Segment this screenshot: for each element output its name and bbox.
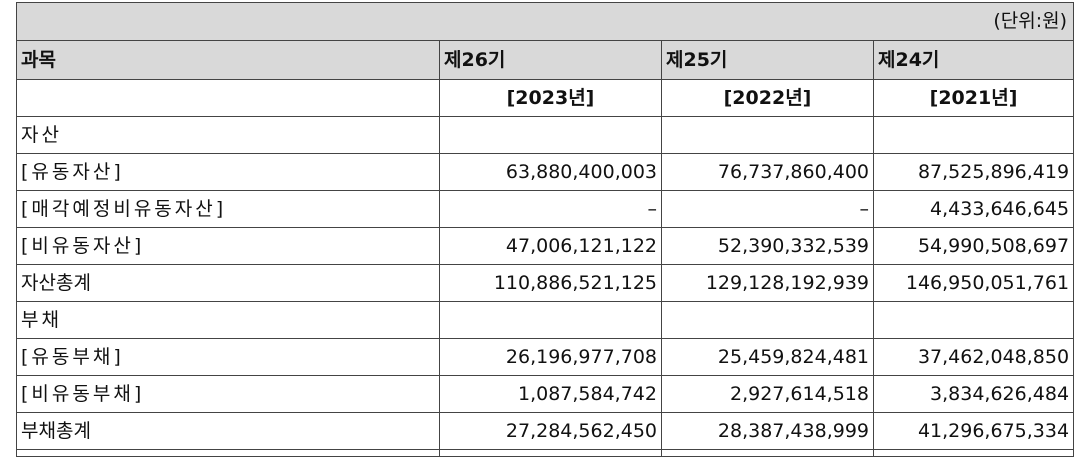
table-row: 자산 <box>16 116 1075 154</box>
table-row: 자산총계 110,886,521,125 129,128,192,939 146… <box>16 264 1075 302</box>
row-value-2023: 26,196,977,708 <box>439 338 662 376</box>
row-value-2022 <box>661 116 874 154</box>
row-value-2022: 129,128,192,939 <box>661 264 874 302</box>
row-label: [비유동자산] <box>16 227 440 265</box>
row-value-2021: 4,433,646,645 <box>872 190 1075 228</box>
year-row: [2023년] [2022년] [2021년] <box>16 79 1075 117</box>
row-value-2023: 110,886,521,125 <box>439 264 662 302</box>
header-period-24: 제24기 <box>872 40 1075 80</box>
row-value-2023 <box>439 116 662 154</box>
table-row: [비유동자산] 47,006,121,122 52,390,332,539 54… <box>16 227 1075 265</box>
row-value-2023: 63,880,400,003 <box>439 153 662 191</box>
row-value-2022: 25,459,824,481 <box>661 338 874 376</box>
row-value-2021: 3,834,626,484 <box>872 375 1075 413</box>
row-value-2021 <box>872 301 1075 339</box>
row-label: 부채 <box>16 301 440 339</box>
row-value-2022: 2,927,614,518 <box>661 375 874 413</box>
row-value-2023: – <box>439 190 662 228</box>
row-value-2022: 28,387,438,999 <box>661 412 874 450</box>
header-item: 과목 <box>16 40 440 80</box>
row-value-2021: 41,296,675,334 <box>872 412 1075 450</box>
row-value-2023: 1,087,584,742 <box>439 375 662 413</box>
row-value-2022: – <box>661 190 874 228</box>
cut-off-cell <box>872 449 1075 457</box>
row-label: [매각예정비유동자산] <box>16 190 440 228</box>
row-value-2023 <box>439 301 662 339</box>
row-label: [유동부채] <box>16 338 440 376</box>
cut-off-cell <box>16 449 440 457</box>
row-value-2021: 146,950,051,761 <box>872 264 1075 302</box>
table-row: [매각예정비유동자산] – – 4,433,646,645 <box>16 190 1075 228</box>
table-row: [유동부채] 26,196,977,708 25,459,824,481 37,… <box>16 338 1075 376</box>
year-2023: [2023년] <box>439 79 662 117</box>
table-row: [비유동부채] 1,087,584,742 2,927,614,518 3,83… <box>16 375 1075 413</box>
header-row: 과목 제26기 제25기 제24기 <box>16 40 1075 80</box>
unit-row: (단위:원) <box>15 2 1075 41</box>
header-period-26: 제26기 <box>439 40 662 80</box>
row-value-2021 <box>872 116 1075 154</box>
row-value-2021: 87,525,896,419 <box>872 153 1075 191</box>
row-value-2021: 54,990,508,697 <box>872 227 1075 265</box>
row-value-2022: 52,390,332,539 <box>661 227 874 265</box>
cut-off-cell <box>439 449 662 457</box>
year-2022: [2022년] <box>661 79 874 117</box>
row-label: [비유동부채] <box>16 375 440 413</box>
unit-note: (단위:원) <box>15 2 1075 41</box>
table-row: [유동자산] 63,880,400,003 76,737,860,400 87,… <box>16 153 1075 191</box>
cut-off-cell <box>661 449 874 457</box>
row-label: [유동자산] <box>16 153 440 191</box>
financial-summary-table: (단위:원) 과목 제26기 제25기 제24기 [2023년] [2022년]… <box>15 2 1075 457</box>
row-value-2023: 27,284,562,450 <box>439 412 662 450</box>
row-label: 부채총계 <box>16 412 440 450</box>
year-2021: [2021년] <box>872 79 1075 117</box>
row-value-2022: 76,737,860,400 <box>661 153 874 191</box>
cut-off-row <box>16 449 1075 457</box>
row-label: 자산 <box>16 116 440 154</box>
row-value-2023: 47,006,121,122 <box>439 227 662 265</box>
row-label: 자산총계 <box>16 264 440 302</box>
year-empty <box>16 79 440 117</box>
row-value-2021: 37,462,048,850 <box>872 338 1075 376</box>
header-period-25: 제25기 <box>661 40 874 80</box>
table-row: 부채총계 27,284,562,450 28,387,438,999 41,29… <box>16 412 1075 450</box>
table-row: 부채 <box>16 301 1075 339</box>
row-value-2022 <box>661 301 874 339</box>
